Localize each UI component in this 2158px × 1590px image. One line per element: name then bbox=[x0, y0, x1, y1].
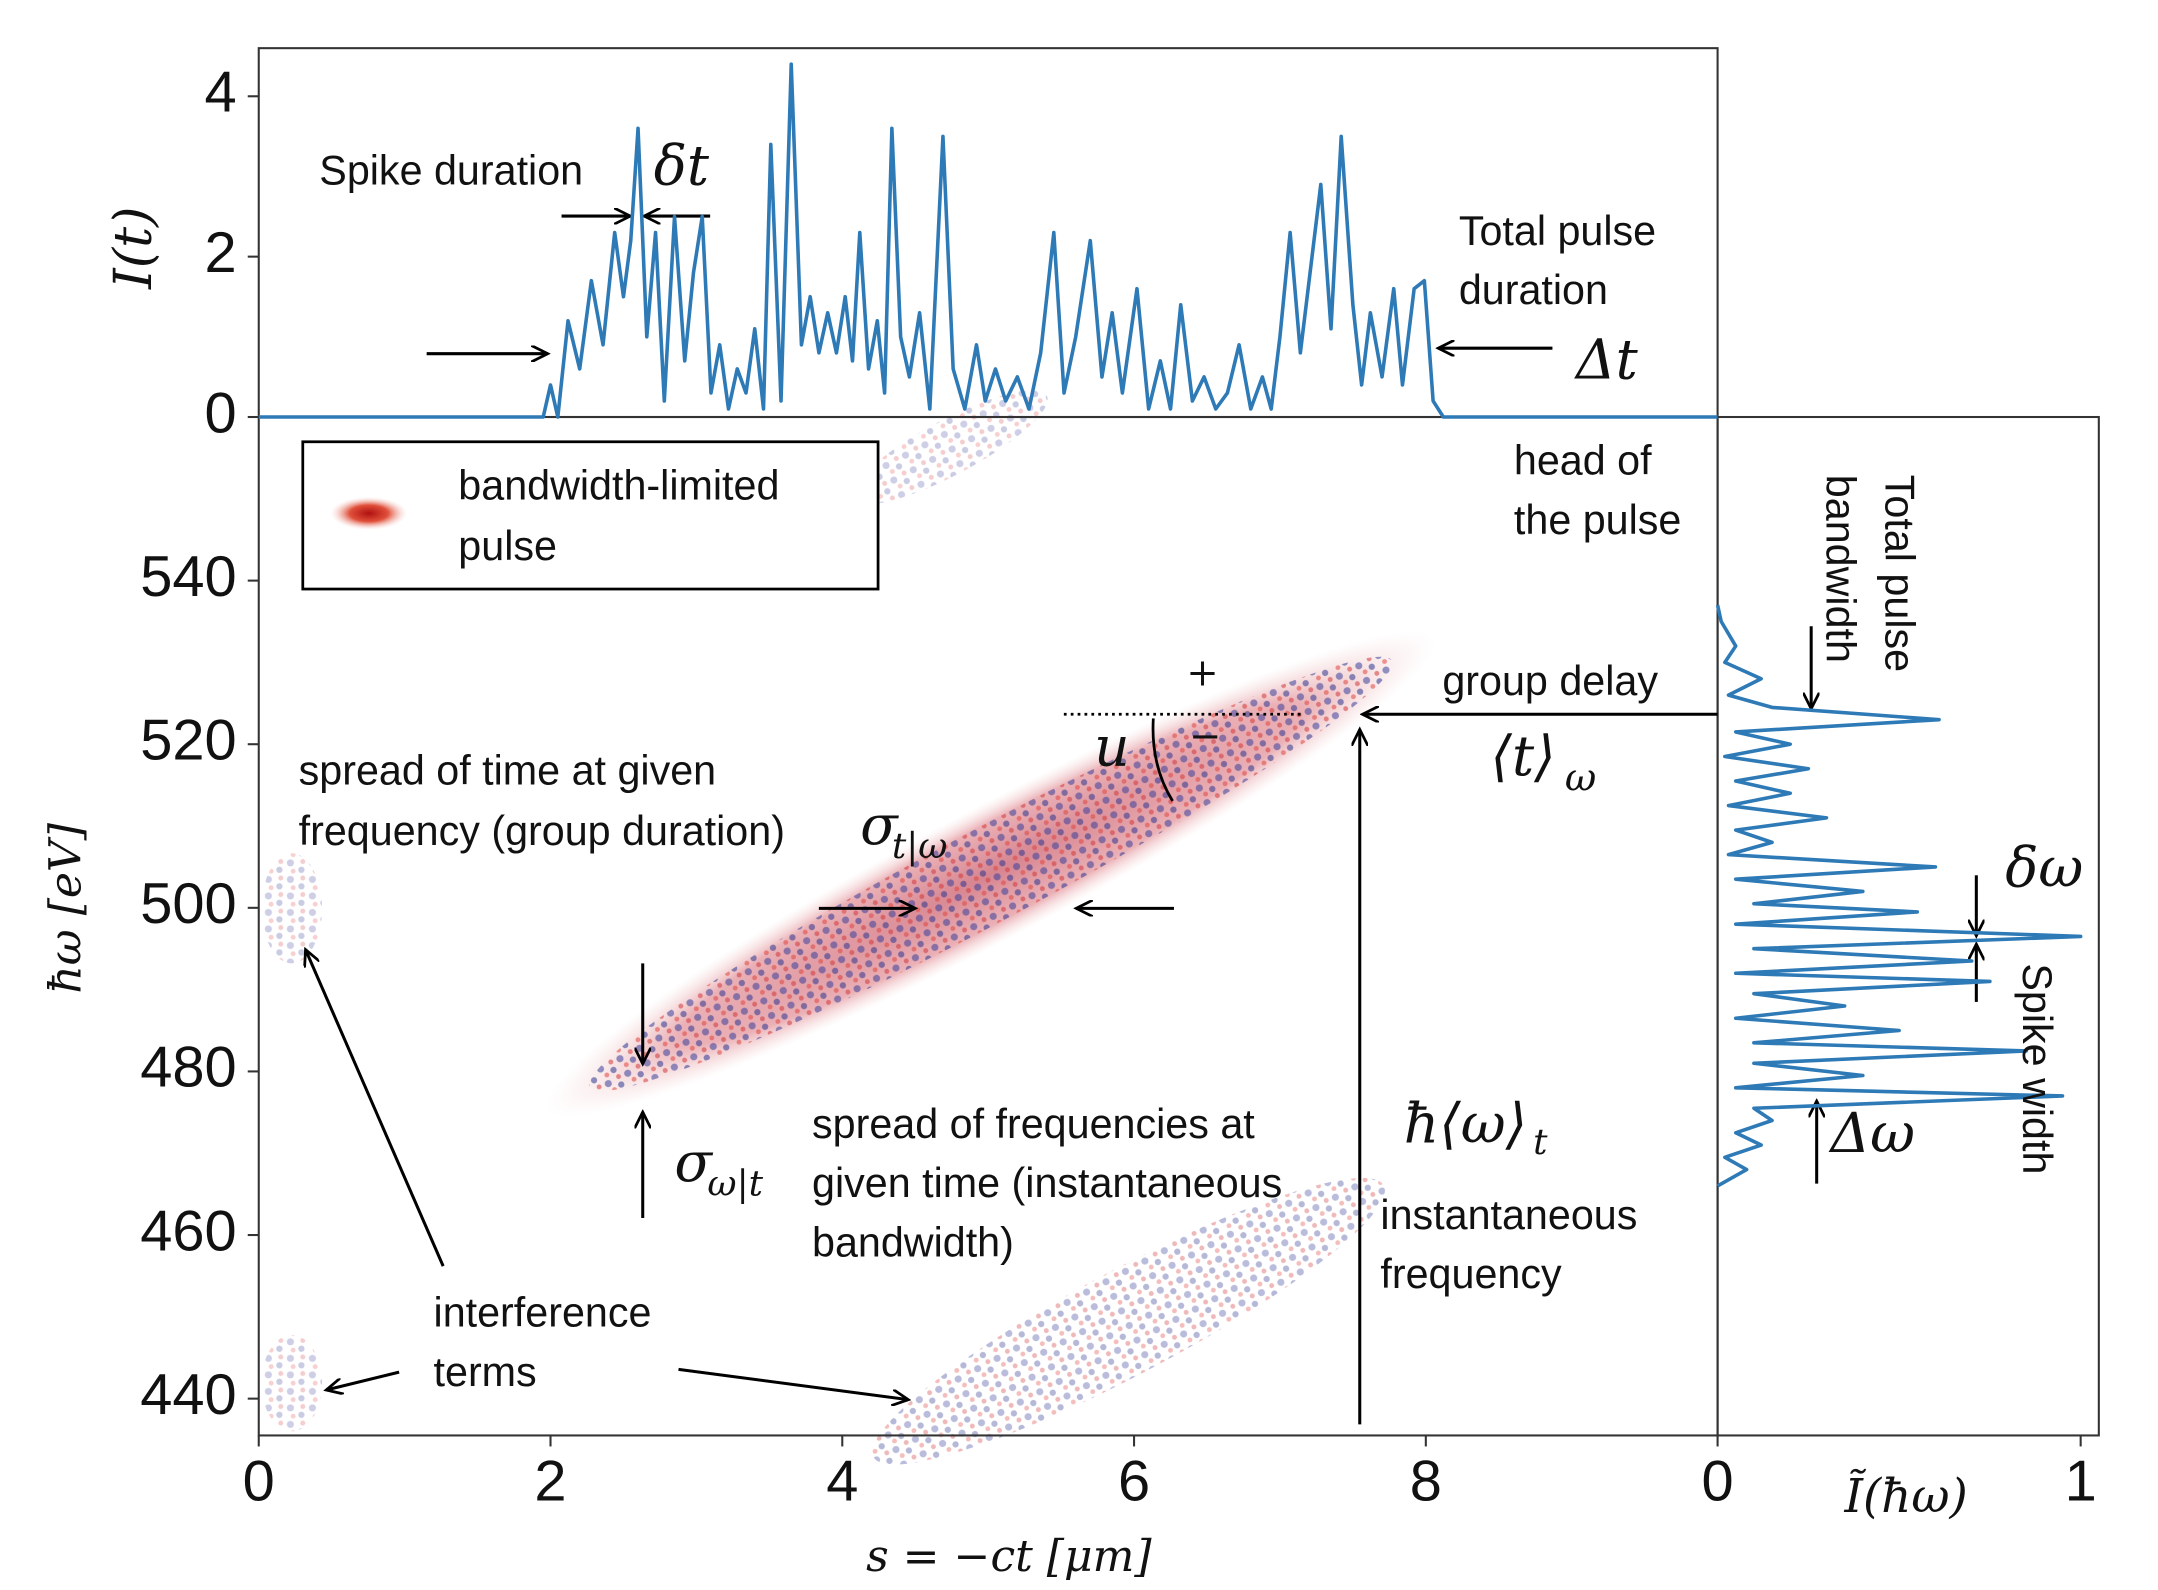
intensity-line bbox=[258, 62, 1718, 419]
annotation: bandwidth bbox=[1817, 475, 1863, 663]
interference-band bbox=[872, 1177, 1385, 1465]
x-axis-label: s = −ct [μm] bbox=[866, 1531, 1152, 1582]
annotation-arrows bbox=[306, 216, 1977, 1425]
annotation: bandwidth) bbox=[812, 1219, 1014, 1265]
x-tick-label: 2 bbox=[534, 1449, 566, 1513]
annotation: frequency bbox=[1380, 1251, 1562, 1297]
y-axis-label: I(t) bbox=[103, 206, 164, 289]
annotation: interference bbox=[434, 1290, 652, 1336]
annotation: σ bbox=[860, 793, 899, 857]
annotation: δt bbox=[654, 134, 710, 198]
x-tick-label: 0 bbox=[243, 1449, 275, 1513]
y-tick-label: 520 bbox=[140, 708, 236, 772]
annotation: duration bbox=[1459, 267, 1608, 313]
y-tick-label: 480 bbox=[140, 1036, 236, 1100]
annotation: Total pulse bbox=[1459, 208, 1656, 254]
annotation: head of bbox=[1514, 438, 1652, 484]
annotation: pulse bbox=[458, 523, 557, 569]
x-axis-label: Ĩ(ħω) bbox=[1844, 1469, 1968, 1524]
annotation: δω bbox=[2005, 836, 2083, 900]
y-tick-label: 0 bbox=[205, 381, 237, 445]
wigner-speckle bbox=[589, 656, 1393, 1092]
annotation: Δt bbox=[1574, 328, 1639, 392]
wigner-map bbox=[261, 390, 1436, 1465]
annotation: terms bbox=[434, 1349, 537, 1395]
x-tick-label: 1 bbox=[2065, 1449, 2097, 1513]
annotation: ω|t bbox=[707, 1163, 763, 1204]
arrow bbox=[306, 950, 445, 1267]
annotation: the pulse bbox=[1514, 497, 1681, 543]
angle-arc bbox=[1151, 718, 1174, 802]
annotation: ⟨t⟩ bbox=[1491, 724, 1556, 788]
annotation: − bbox=[1189, 714, 1221, 759]
x-tick-label: 6 bbox=[1118, 1449, 1150, 1513]
interference-band bbox=[851, 390, 1048, 505]
arrow bbox=[678, 1367, 909, 1399]
annotation: + bbox=[1186, 651, 1218, 696]
y-tick-label: 540 bbox=[140, 545, 236, 609]
arrow bbox=[326, 1370, 400, 1390]
annotation: u bbox=[1094, 714, 1129, 778]
annotation: Spike duration bbox=[319, 147, 583, 193]
annotation: ħ⟨ω⟩ bbox=[1404, 1092, 1527, 1156]
annotation: Δω bbox=[1828, 1101, 1915, 1165]
legend-swatch bbox=[330, 496, 408, 530]
annotation: ω bbox=[1565, 755, 1596, 800]
y-tick-label: 460 bbox=[140, 1199, 236, 1263]
annotation: σ bbox=[674, 1130, 713, 1194]
annotation: given time (instantaneous bbox=[812, 1160, 1282, 1206]
annotation: t bbox=[1533, 1122, 1548, 1163]
x-tick-label: 0 bbox=[1702, 1449, 1734, 1513]
annotation: instantaneous bbox=[1380, 1192, 1637, 1238]
y-tick-label: 440 bbox=[140, 1363, 236, 1427]
annotation: spread of time at given bbox=[299, 747, 716, 793]
annotation: t|ω bbox=[892, 826, 948, 867]
annotation: spread of frequencies at bbox=[812, 1101, 1255, 1147]
annotation: Spike width bbox=[2014, 963, 2060, 1174]
annotation: bandwidth-limited bbox=[458, 462, 779, 508]
interference-band bbox=[261, 1334, 323, 1432]
annotation: group delay bbox=[1442, 658, 1658, 704]
y-tick-label: 2 bbox=[205, 221, 237, 285]
y-axis-label: ħω [eV] bbox=[40, 822, 91, 993]
y-tick-label: 4 bbox=[205, 61, 237, 125]
y-tick-label: 500 bbox=[140, 872, 236, 936]
intensity-line bbox=[1715, 604, 2083, 1188]
panel-frame bbox=[1716, 415, 2100, 1437]
interference-band bbox=[261, 853, 323, 964]
x-tick-label: 4 bbox=[826, 1449, 858, 1513]
annotation: frequency (group duration) bbox=[299, 808, 785, 854]
annotation: Total pulse bbox=[1877, 475, 1923, 672]
x-tick-label: 8 bbox=[1410, 1449, 1442, 1513]
